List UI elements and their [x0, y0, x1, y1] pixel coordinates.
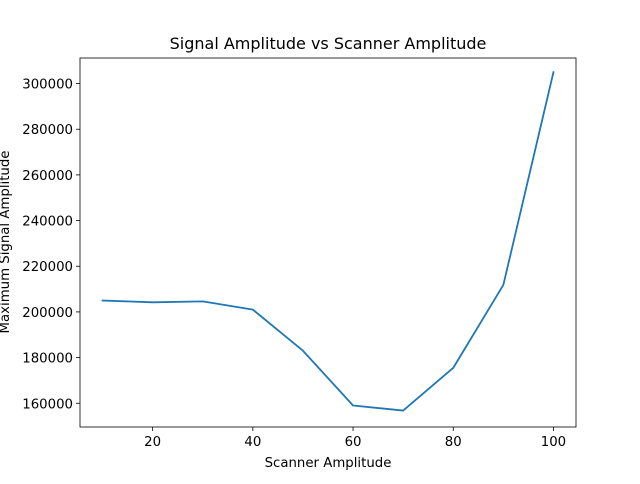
chart-title: Signal Amplitude vs Scanner Amplitude — [170, 34, 487, 53]
y-tick-label: 240000 — [22, 215, 73, 230]
y-tick-label: 220000 — [22, 260, 73, 275]
y-tick-label: 260000 — [22, 169, 73, 184]
x-tick-label: 100 — [541, 435, 566, 450]
x-tick-label: 80 — [445, 435, 462, 450]
y-tick-label: 200000 — [22, 306, 73, 321]
x-axis-label: Scanner Amplitude — [265, 456, 392, 471]
y-tick-label: 300000 — [22, 78, 73, 93]
y-tick-label: 180000 — [22, 352, 73, 367]
y-tick-label: 280000 — [22, 123, 73, 138]
y-tick-label: 160000 — [22, 397, 73, 412]
y-axis-label: Maximum Signal Amplitude — [0, 151, 13, 334]
x-tick-label: 40 — [244, 435, 261, 450]
x-tick-label: 60 — [345, 435, 362, 450]
x-tick-label: 20 — [144, 435, 161, 450]
